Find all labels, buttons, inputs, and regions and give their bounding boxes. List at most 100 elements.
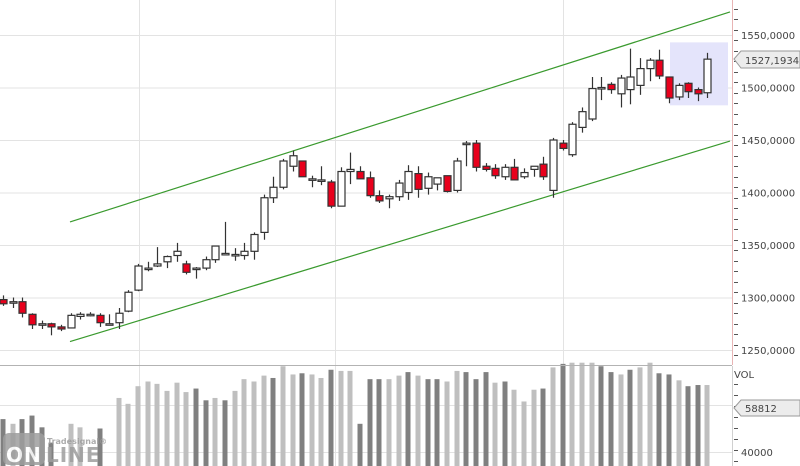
candle	[520, 171, 529, 178]
candle	[530, 165, 539, 171]
candle	[395, 182, 404, 198]
volume-bar	[589, 362, 595, 466]
candle	[202, 259, 211, 269]
volume-bar	[251, 381, 257, 466]
volume-bar	[164, 390, 170, 466]
logo-top-text: Tradesignal®	[47, 437, 107, 446]
price-tick-label: 1550,0000	[741, 31, 795, 42]
volume-bar	[492, 382, 498, 466]
volume-bar	[154, 383, 160, 466]
candle	[250, 233, 259, 252]
candle	[646, 59, 655, 70]
volume-bar	[647, 362, 653, 466]
candle	[597, 86, 606, 90]
volume-bar	[608, 372, 614, 466]
volume-bar	[328, 369, 334, 466]
price-tick-label: 1350,0000	[741, 241, 795, 252]
current-volume-marker: 58812	[733, 399, 800, 417]
volume-bar	[676, 380, 682, 466]
price-candles	[0, 48, 712, 336]
volume-bar	[685, 386, 691, 466]
candle	[665, 76, 674, 99]
price-tick-label: 1500,0000	[741, 84, 795, 95]
volume-bar	[77, 427, 83, 466]
volume-axis[interactable]: 40000	[734, 384, 773, 462]
candle	[453, 160, 462, 191]
logo-bottom-text: ON	[6, 443, 42, 466]
candle	[559, 142, 568, 149]
volume-bar	[540, 388, 546, 466]
candle	[192, 267, 201, 271]
candle	[221, 252, 230, 256]
current-price-marker: 1527,1934	[733, 50, 800, 69]
volume-bar	[463, 372, 469, 466]
candle	[404, 170, 413, 194]
candle	[539, 163, 548, 178]
volume-bar	[531, 389, 537, 466]
candle	[694, 88, 703, 95]
candle	[105, 323, 114, 326]
candle	[549, 139, 558, 192]
candle	[279, 160, 288, 188]
candle	[424, 176, 433, 189]
candle	[501, 166, 510, 178]
candle	[588, 87, 597, 120]
volume-bar	[386, 379, 392, 466]
volume-bars	[0, 362, 710, 466]
current-price-label: 1527,1934	[745, 56, 799, 67]
volume-bar	[396, 375, 402, 466]
current-volume-label: 58812	[745, 404, 777, 415]
volume-bar	[203, 400, 209, 466]
price-tick-label: 1450,0000	[741, 136, 795, 147]
volume-axis-title: VOL	[734, 370, 755, 381]
tradesignal-logo: Tradesignal® ON LINE	[3, 433, 107, 466]
candle	[655, 59, 664, 77]
volume-bar	[579, 362, 585, 466]
candle	[385, 196, 394, 200]
candle	[636, 67, 645, 86]
candle	[0, 299, 8, 305]
candle	[173, 250, 182, 257]
candle	[607, 83, 616, 91]
volume-bar	[618, 374, 624, 466]
candle	[18, 301, 27, 314]
volume-bar	[48, 442, 54, 466]
candle	[9, 301, 18, 304]
volume-bar	[290, 374, 296, 466]
candle	[327, 181, 336, 207]
candle	[462, 142, 471, 146]
candle	[337, 170, 346, 207]
candle	[182, 263, 191, 273]
candle	[86, 313, 95, 317]
volume-bar	[502, 381, 508, 466]
volume-bar	[183, 392, 189, 466]
volume-bar	[135, 386, 141, 466]
candle	[67, 314, 76, 329]
volume-bar	[425, 379, 431, 466]
candle	[510, 166, 519, 181]
candle	[96, 314, 105, 324]
price-tick-label: 1300,0000	[741, 294, 795, 305]
volume-bar	[598, 366, 604, 466]
volume-bar	[309, 374, 315, 466]
candle	[482, 165, 491, 171]
volume-bar	[376, 379, 382, 466]
price-tick-label: 1400,0000	[741, 189, 795, 200]
candle	[76, 313, 85, 317]
volume-bar	[116, 397, 122, 466]
volume-bar	[212, 397, 218, 466]
grid-lines	[0, 0, 732, 466]
candle	[47, 323, 56, 328]
volume-bar	[444, 381, 450, 466]
candle	[568, 123, 577, 156]
candle	[433, 177, 442, 185]
price-axis[interactable]: 1550,0000 1500,0000 1450,0000 1400,0000 1350…	[734, 9, 795, 358]
volume-bar	[261, 375, 267, 466]
candle	[617, 77, 626, 95]
candle	[153, 263, 162, 267]
candle	[703, 58, 712, 94]
volume-bar	[193, 388, 199, 466]
volume-bar	[338, 370, 344, 466]
volume-bar	[174, 382, 180, 466]
